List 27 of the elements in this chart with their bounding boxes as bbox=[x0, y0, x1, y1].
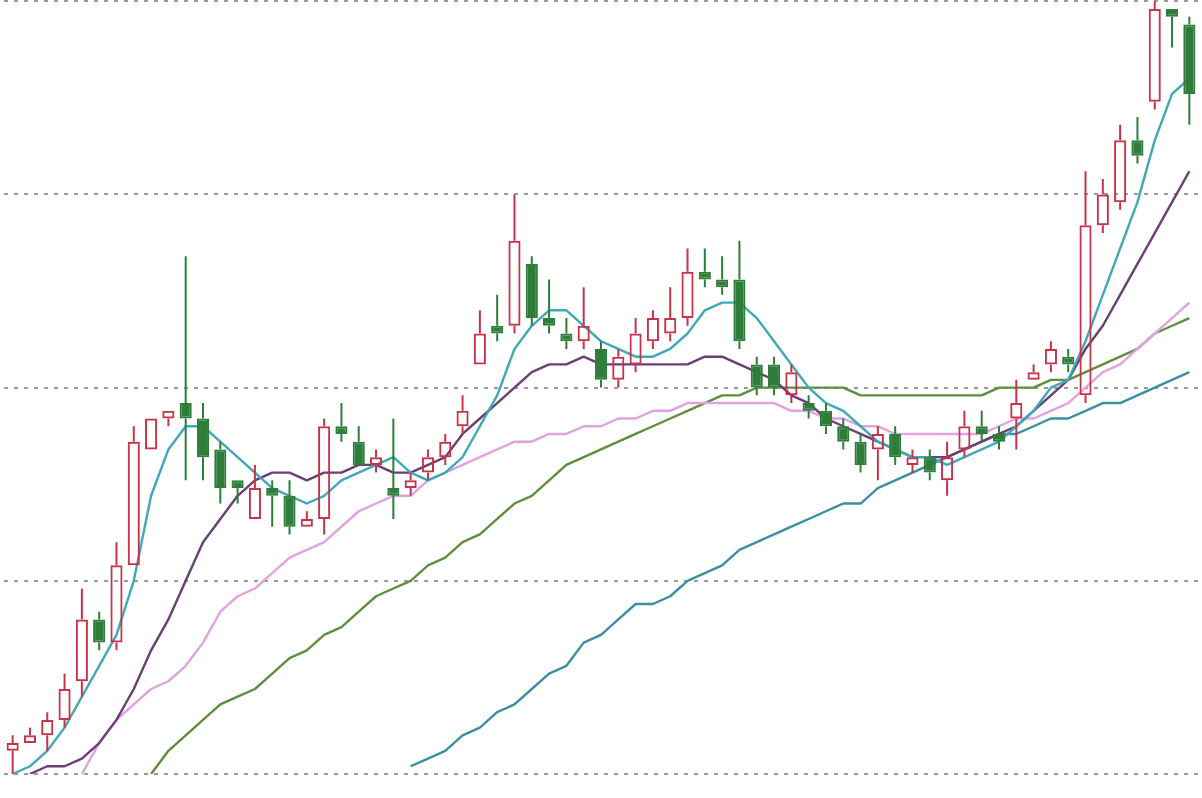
candlestick bbox=[335, 402, 348, 443]
candlestick bbox=[733, 239, 746, 350]
candlestick bbox=[1165, 8, 1179, 49]
candlestick bbox=[387, 417, 400, 520]
candlestick bbox=[543, 278, 556, 335]
candlestick bbox=[837, 417, 850, 451]
candlestick bbox=[214, 440, 227, 505]
candlestick bbox=[525, 255, 538, 327]
candlestick bbox=[750, 355, 763, 397]
candlestick bbox=[93, 610, 106, 652]
candlestick bbox=[1131, 116, 1144, 165]
candlestick bbox=[975, 409, 988, 443]
candlestick bbox=[889, 425, 902, 466]
candlestick bbox=[491, 293, 504, 343]
candlestick bbox=[594, 340, 608, 389]
candlestick bbox=[716, 255, 729, 296]
candlestick bbox=[854, 432, 867, 474]
candlestick bbox=[802, 394, 815, 420]
candlestick bbox=[767, 355, 781, 397]
candlestick bbox=[196, 402, 210, 482]
candlestick bbox=[1183, 15, 1196, 126]
candlestick bbox=[231, 480, 244, 505]
candlestick bbox=[352, 425, 365, 465]
candlestick bbox=[992, 425, 1006, 451]
candlestick bbox=[266, 479, 279, 528]
candlestick bbox=[283, 479, 296, 536]
candlestick bbox=[179, 255, 192, 482]
